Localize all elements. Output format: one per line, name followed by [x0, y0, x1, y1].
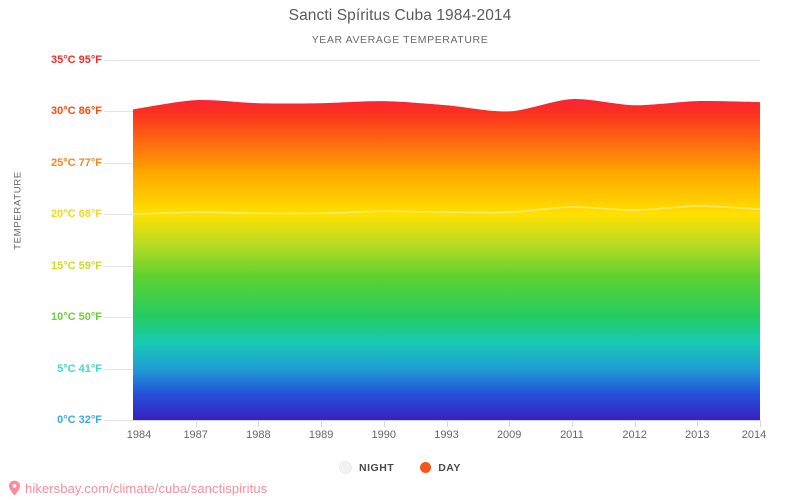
legend-dot-icon: [339, 461, 353, 474]
gridline-stub: [104, 265, 133, 267]
gridline-stub: [104, 162, 133, 164]
x-axis-tick: [258, 420, 260, 427]
x-axis-tick-label: 1989: [308, 429, 334, 441]
x-axis-tick-label: 2013: [685, 429, 710, 441]
location-pin-icon: [9, 480, 20, 496]
gridline: [133, 60, 760, 61]
x-axis-tick-label: 1990: [371, 429, 397, 441]
page-title: Sancti Spíritus Cuba 1984-2014: [288, 7, 512, 24]
legend-dot-icon: [420, 462, 432, 473]
gridline-stub: [104, 368, 133, 370]
chart-subtitle: YEAR AVERAGE TEMPERATURE: [311, 34, 489, 46]
temperature-area-chart: [133, 99, 760, 420]
y-axis-tick-label: 30°C 86°F: [51, 105, 102, 118]
y-axis-tick-label: 5°C 41°F: [57, 362, 102, 375]
y-axis-tick-label: 15°C 59°F: [51, 259, 102, 272]
x-axis-tick: [509, 420, 511, 427]
y-axis-tick-label: 10°C 50°F: [51, 311, 102, 324]
night-series-line: [133, 205, 760, 216]
source-url[interactable]: hikersbay.com/climate/cuba/sanctispiritu…: [25, 480, 268, 496]
x-axis-tick-label: 1993: [434, 429, 459, 441]
y-axis-tick-label: 25°C 77°F: [51, 156, 102, 169]
x-axis-tick: [697, 420, 699, 427]
x-axis-tick: [634, 420, 636, 427]
chart-legend: NIGHT DAY: [0, 461, 800, 474]
footer: hikersbay.com/climate/cuba/sanctispiritu…: [8, 480, 267, 496]
y-axis-tick-labels: 35°C 95°F 30°C 86°F 25°C 77°F 20°C 68°F 15°C…: [10, 0, 102, 500]
x-axis-tick-label: 1984: [126, 429, 152, 441]
x-axis-tick-label: 1987: [183, 429, 208, 441]
legend-item-night[interactable]: NIGHT: [339, 461, 394, 474]
gridline-stubs: [104, 60, 133, 421]
x-axis-tick-label: 2012: [622, 429, 647, 441]
x-axis-tick-label: 2009: [496, 429, 522, 441]
x-axis-tick-label: 2014: [741, 429, 767, 441]
x-axis-tick: [195, 420, 197, 427]
x-axis-tick: [446, 420, 448, 427]
x-axis-tick: [571, 420, 573, 427]
y-axis-tick-label: 35°C 95°F: [51, 54, 102, 66]
y-axis-tick-label: 0°C 32°F: [57, 414, 102, 426]
legend-label: DAY: [438, 461, 461, 474]
x-axis-tick: [760, 420, 761, 427]
plot-area: [133, 60, 760, 421]
gridline-stub: [104, 60, 133, 61]
x-axis-tick: [383, 420, 385, 427]
legend-item-day[interactable]: DAY: [420, 462, 461, 474]
gridline-stub: [104, 420, 133, 421]
legend-label: NIGHT: [359, 461, 395, 474]
x-axis-tick-label: 2011: [560, 429, 584, 441]
x-axis-tick-label: 1988: [246, 429, 271, 441]
x-axis-tick: [321, 420, 323, 427]
gridline-stub: [104, 317, 133, 319]
gridline-stub: [104, 111, 133, 113]
y-axis-tick-label: 20°C 68°F: [51, 208, 102, 221]
gridline-stub: [104, 214, 133, 216]
